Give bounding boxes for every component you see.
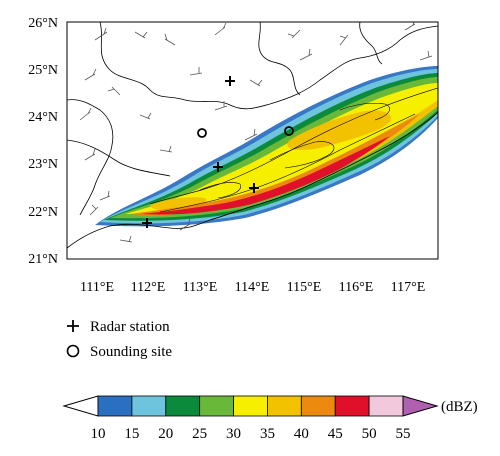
colorbar-low-arrow <box>62 395 99 417</box>
lat-tick-label: 24°N <box>28 110 58 125</box>
colorbar-tick-labels: 10 15 20 25 30 35 40 45 50 55 <box>91 426 411 442</box>
colorbar-tick-label: 25 <box>192 426 207 442</box>
colorbar-swatches <box>97 395 404 417</box>
lon-tick-label: 115°E <box>287 280 322 295</box>
marker-legend: Radar station Sounding site <box>66 319 172 360</box>
radar-station-marker <box>225 76 235 86</box>
coastline <box>67 111 438 249</box>
colorbar-swatch <box>233 395 268 417</box>
sounding-site-legend-label: Sounding site <box>90 344 172 360</box>
colorbar: 10 15 20 25 30 35 40 45 50 55 (dBZ) <box>62 395 478 442</box>
colorbar-tick-label: 55 <box>396 426 411 442</box>
province-boundary-1 <box>99 22 438 110</box>
colorbar-swatch <box>97 395 133 417</box>
colorbar-tick-label: 10 <box>91 426 106 442</box>
colorbar-swatch <box>334 395 370 417</box>
sounding-site-marker <box>284 126 294 136</box>
colorbar-swatch <box>131 395 167 417</box>
colorbar-swatch <box>199 395 234 417</box>
map-panel <box>66 21 439 260</box>
colorbar-unit: (dBZ) <box>441 399 478 415</box>
wind-barbs <box>79 22 433 243</box>
colorbar-high-arrow <box>402 395 439 417</box>
radar-station-legend-label: Radar station <box>90 319 170 335</box>
contour-lines <box>149 87 438 213</box>
longitude-axis: 111°E 112°E 113°E 114°E 115°E 116°E 117°… <box>80 280 425 295</box>
province-boundary-4 <box>359 22 383 65</box>
colorbar-tick-label: 20 <box>158 426 173 442</box>
river-line <box>67 139 171 177</box>
radar-station-legend-icon <box>67 320 79 332</box>
colorbar-tick-label: 15 <box>124 426 139 442</box>
radar-station-marker <box>213 162 223 172</box>
latitude-axis: 26°N 25°N 24°N 23°N 22°N 21°N <box>28 16 58 267</box>
lon-tick-label: 114°E <box>235 280 270 295</box>
map-frame <box>66 21 439 260</box>
lon-tick-label: 117°E <box>391 280 426 295</box>
colorbar-tick-label: 50 <box>362 426 377 442</box>
lat-tick-label: 23°N <box>28 157 58 172</box>
sounding-site-markers <box>197 126 294 138</box>
lat-tick-label: 22°N <box>28 205 58 220</box>
radar-station-marker <box>142 218 152 228</box>
province-boundary-3 <box>258 22 301 96</box>
lat-tick-label: 26°N <box>28 16 58 31</box>
echo-red-layer <box>140 136 390 215</box>
radar-station-marker <box>249 183 259 193</box>
colorbar-swatch <box>300 395 336 417</box>
echo-gold-blob-1 <box>287 110 391 150</box>
sounding-site-marker <box>197 128 207 138</box>
lon-tick-label: 112°E <box>131 280 166 295</box>
radar-station-markers <box>142 76 259 228</box>
colorbar-tick-label: 35 <box>260 426 275 442</box>
colorbar-tick-label: 40 <box>294 426 309 442</box>
boundary-lines <box>67 22 438 249</box>
lon-tick-label: 116°E <box>339 280 374 295</box>
lon-tick-label: 113°E <box>183 280 218 295</box>
colorbar-swatch <box>267 395 302 417</box>
lon-tick-label: 111°E <box>80 280 114 295</box>
sounding-site-legend-icon <box>66 344 80 358</box>
lat-tick-label: 25°N <box>28 63 58 78</box>
lat-tick-label: 21°N <box>28 252 58 267</box>
colorbar-swatch <box>165 395 201 417</box>
province-boundary-2 <box>67 99 114 216</box>
colorbar-tick-label: 30 <box>226 426 241 442</box>
colorbar-tick-label: 45 <box>328 426 343 442</box>
colorbar-swatch <box>368 395 404 417</box>
